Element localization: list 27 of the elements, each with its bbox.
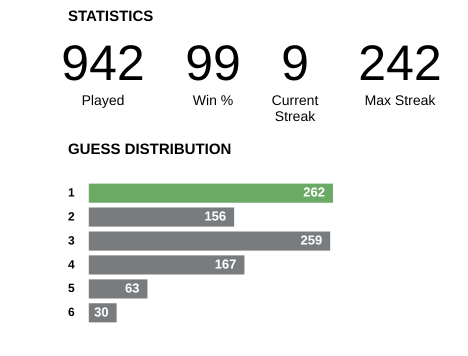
text: 99 — [184, 35, 242, 91]
bar — [88, 279, 148, 298]
text: 242 — [357, 35, 443, 91]
text: STATISTICS — [68, 8, 154, 25]
text: Win % — [192, 92, 234, 108]
text: 9 — [280, 35, 310, 91]
y-tick-label: 5 — [68, 281, 75, 296]
data-label: 156 — [204, 208, 226, 224]
data-label: 30 — [94, 304, 109, 320]
data-label: 167 — [214, 256, 236, 272]
bar — [88, 231, 330, 251]
data-label: 63 — [124, 280, 140, 296]
y-tick-label: 6 — [68, 305, 75, 320]
bar — [88, 208, 234, 227]
text: 942 — [60, 35, 146, 91]
chart-title: GUESS DISTRIBUTION — [68, 141, 232, 158]
data-label: 262 — [303, 184, 325, 200]
y-tick-label: 2 — [68, 209, 75, 224]
text: Max Streak — [364, 92, 436, 108]
text: Current Streak — [270, 92, 320, 124]
text: Played — [80, 92, 126, 108]
y-tick-label: 1 — [68, 185, 75, 200]
bar — [88, 255, 244, 275]
y-tick-label: 3 — [68, 233, 75, 248]
y-tick-label: 4 — [68, 257, 75, 272]
bar — [88, 184, 333, 203]
data-label: 259 — [300, 232, 322, 248]
